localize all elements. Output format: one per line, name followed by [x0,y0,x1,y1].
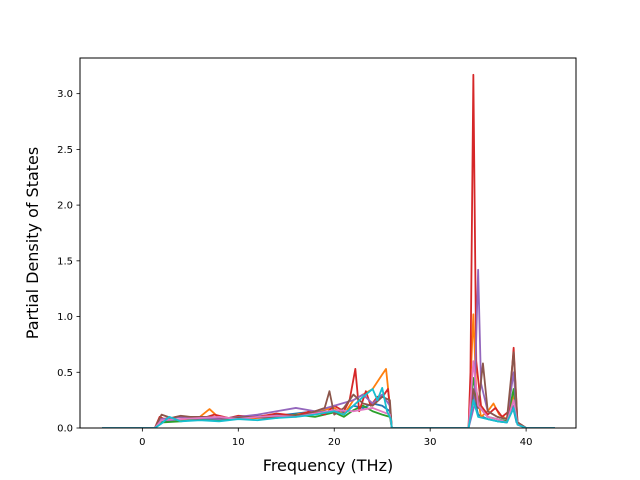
y-tick-label: 2.5 [57,145,73,156]
y-tick-label: 1.5 [57,256,73,267]
y-tick-label: 0.5 [57,368,73,379]
y-tick-label: 3.0 [57,89,73,100]
y-axis-ticks: 0.0 0.5 1.0 1.5 2.0 2.5 3.0 [57,89,80,435]
y-tick-label: 2.0 [57,201,73,212]
x-axis-ticks: 0 10 20 30 40 [139,428,532,448]
pdos-series-line-8 [102,386,555,428]
y-axis-label: Partial Density of States [23,147,42,339]
x-tick-label: 10 [232,437,245,448]
x-tick-label: 40 [520,437,533,448]
pdos-series-line-6 [102,351,555,428]
x-axis-label: Frequency (THz) [263,456,393,475]
x-tick-label: 30 [424,437,437,448]
y-tick-label: 1.0 [57,312,73,323]
plot-frame [79,57,577,429]
x-tick-label: 0 [139,437,145,448]
plot-lines [102,73,555,428]
y-tick-label: 0.0 [57,424,73,435]
x-tick-label: 20 [328,437,341,448]
